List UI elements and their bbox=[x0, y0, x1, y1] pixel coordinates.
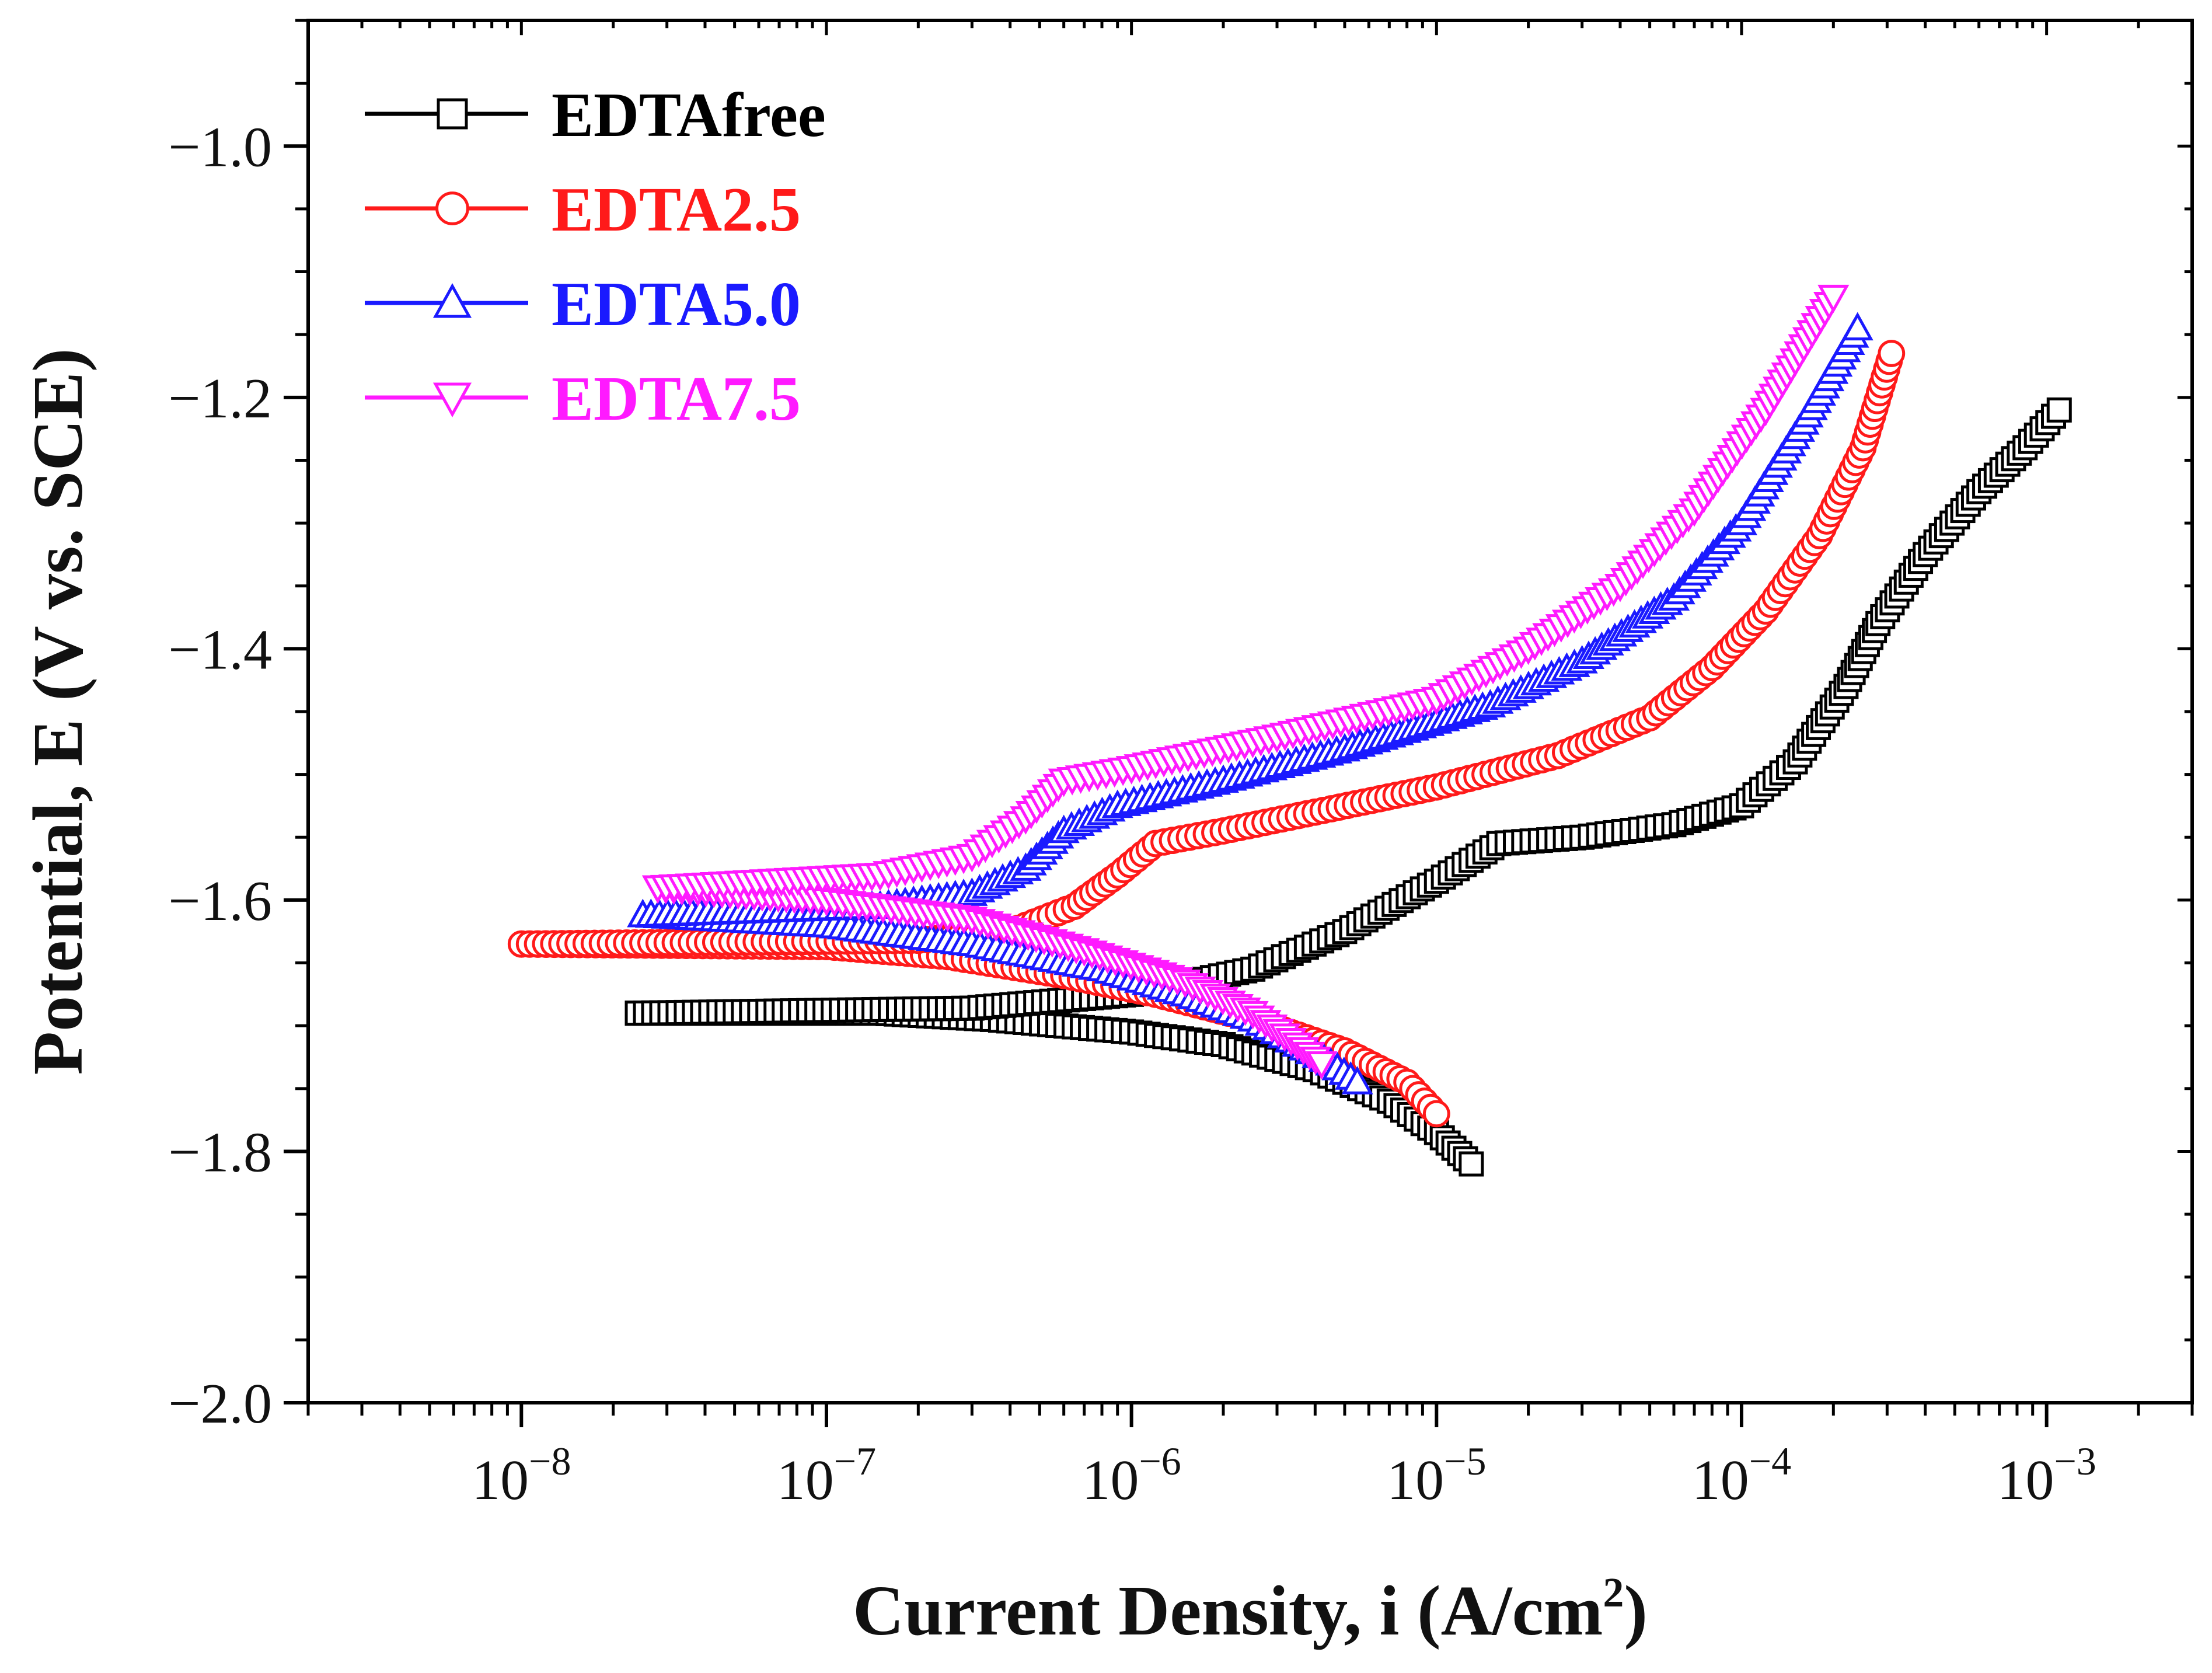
data-point bbox=[1459, 1151, 1484, 1177]
axes-layer: −1.0−1.2−1.4−1.6−1.8−2.010−8 10−7 10−6 10−5… bbox=[168, 19, 2194, 1512]
y-axis-title: Potential, E (V vs. SCE) bbox=[19, 348, 97, 1075]
y-tick-label: −2.0 bbox=[168, 1372, 272, 1435]
x-tick-label: 10−5 bbox=[1387, 1439, 1486, 1512]
x-tick-label-base: 10 bbox=[1997, 1449, 2054, 1512]
series-EDTA7.5 bbox=[641, 284, 1850, 1080]
x-axis-title: Current Density, i (A/cm2) bbox=[853, 1569, 1648, 1650]
x-tick-label: 10−6 bbox=[1081, 1439, 1181, 1512]
x-tick-label-exp: −8 bbox=[529, 1439, 571, 1483]
legend: EDTAfree EDTA2.5 EDTA5.0 EDTA7.5 bbox=[365, 81, 826, 434]
y-tick-label: −1.6 bbox=[168, 870, 272, 933]
x-tick-label: 10−7 bbox=[777, 1439, 876, 1512]
y-tick-label: −1.0 bbox=[168, 116, 272, 179]
legend-marker bbox=[432, 283, 472, 318]
series-EDTAfree bbox=[624, 397, 2072, 1177]
legend-item: EDTA5.0 bbox=[365, 270, 801, 339]
x-tick-label-base: 10 bbox=[472, 1449, 529, 1512]
legend-item: EDTA2.5 bbox=[365, 175, 801, 245]
legend-marker bbox=[435, 191, 469, 225]
data-point bbox=[2046, 397, 2072, 423]
y-tick-label: −1.2 bbox=[168, 367, 272, 430]
x-tick-label: 10−8 bbox=[472, 1439, 571, 1512]
x-tick-label: 10−3 bbox=[1997, 1439, 2096, 1512]
data-point bbox=[1878, 340, 1906, 367]
data-point bbox=[1422, 1100, 1450, 1128]
legend-item: EDTAfree bbox=[365, 81, 826, 150]
x-tick-label-exp: −6 bbox=[1139, 1439, 1181, 1483]
x-tick-label-base: 10 bbox=[1081, 1449, 1139, 1512]
x-tick-label-exp: −4 bbox=[1749, 1439, 1791, 1483]
legend-marker bbox=[437, 98, 468, 130]
x-tick-label: 10−4 bbox=[1692, 1439, 1791, 1512]
legend-marker bbox=[432, 382, 472, 417]
x-tick-label-base: 10 bbox=[1692, 1449, 1749, 1512]
legend-item: EDTA7.5 bbox=[365, 364, 801, 434]
x-tick-label-exp: −3 bbox=[2054, 1439, 2096, 1483]
x-tick-label-exp: −5 bbox=[1444, 1439, 1486, 1483]
series-layer bbox=[507, 284, 2072, 1177]
data-point bbox=[1817, 284, 1850, 313]
x-axis-title-main: Current Density, i (A/cm bbox=[853, 1571, 1603, 1650]
data-point bbox=[1306, 1051, 1338, 1080]
legend-label: EDTA7.5 bbox=[552, 364, 801, 434]
x-tick-label-base: 10 bbox=[777, 1449, 834, 1512]
y-tick-label: −1.8 bbox=[168, 1121, 272, 1184]
x-axis-title-sup: 2 bbox=[1603, 1569, 1624, 1616]
x-axis-title-close: ) bbox=[1624, 1571, 1648, 1650]
data-point bbox=[1341, 1066, 1373, 1095]
legend-label: EDTA5.0 bbox=[552, 270, 801, 339]
legend-label: EDTAfree bbox=[552, 81, 826, 150]
y-tick-label: −1.4 bbox=[168, 618, 272, 681]
legend-label: EDTA2.5 bbox=[552, 175, 801, 245]
x-tick-label-base: 10 bbox=[1387, 1449, 1444, 1512]
data-point bbox=[1841, 312, 1873, 341]
x-tick-label-exp: −7 bbox=[834, 1439, 876, 1483]
plot-frame bbox=[306, 19, 2194, 1404]
